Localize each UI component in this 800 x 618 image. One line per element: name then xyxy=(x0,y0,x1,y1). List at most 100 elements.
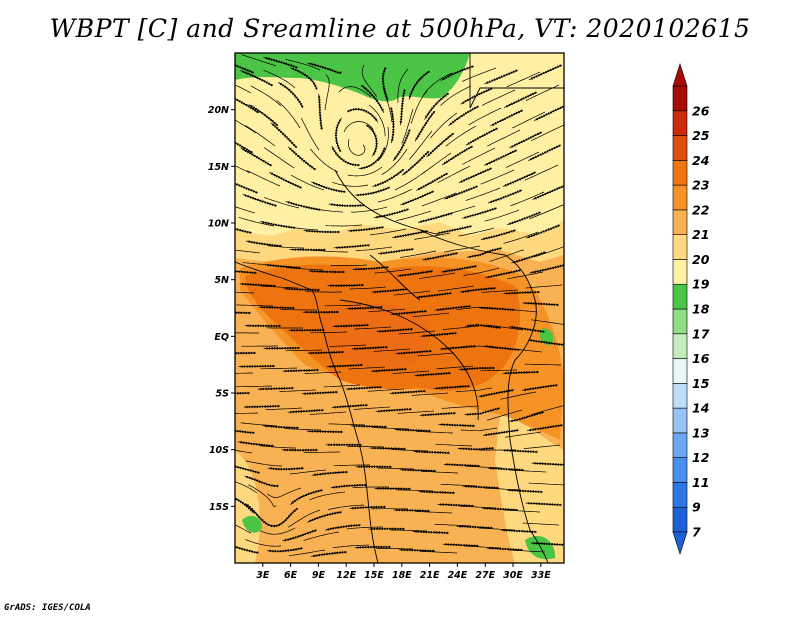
streamline xyxy=(309,411,347,415)
streamline xyxy=(530,405,564,416)
streamline xyxy=(485,268,522,279)
streamline xyxy=(373,208,410,219)
streamline xyxy=(349,286,387,290)
streamline xyxy=(395,349,433,355)
streamline xyxy=(464,406,501,416)
streamline xyxy=(523,444,561,449)
streamline xyxy=(235,428,256,435)
streamline xyxy=(408,70,431,100)
streamline xyxy=(332,323,370,328)
streamline xyxy=(327,283,365,288)
x-tick-label: 15E xyxy=(364,570,384,581)
streamline xyxy=(350,424,388,429)
streamline xyxy=(410,90,428,124)
streamline xyxy=(392,229,429,239)
streamline xyxy=(263,56,299,69)
streamline xyxy=(326,363,364,368)
streamline xyxy=(283,287,321,292)
streamline xyxy=(508,410,545,423)
streamline xyxy=(483,345,521,352)
streamline xyxy=(462,207,498,219)
streamline xyxy=(464,323,502,330)
streamline xyxy=(522,301,560,307)
streamline xyxy=(415,172,449,191)
streamline xyxy=(281,448,318,452)
streamline xyxy=(268,507,299,528)
streamline xyxy=(285,349,323,352)
streamline xyxy=(245,503,274,528)
colorbar-swatch xyxy=(672,209,688,235)
y-tick-label: 10S xyxy=(209,445,229,456)
streamline xyxy=(264,263,302,270)
streamline xyxy=(348,366,386,370)
streamline xyxy=(334,117,342,153)
streamline xyxy=(525,224,561,239)
colorbar-label: 17 xyxy=(692,326,710,341)
streamlines xyxy=(235,54,564,558)
streamline xyxy=(310,148,339,173)
streamline xyxy=(506,211,542,226)
streamline xyxy=(533,246,564,258)
streamline xyxy=(422,251,459,261)
x-tick-label: 30E xyxy=(503,570,523,581)
streamline xyxy=(420,331,458,338)
streamline xyxy=(511,251,547,264)
colorbar-label: 13 xyxy=(692,425,709,440)
streamline xyxy=(525,501,563,507)
streamline xyxy=(235,165,251,174)
colorbar-swatch xyxy=(672,506,688,533)
y-tick-label: 15N xyxy=(208,162,229,173)
streamline xyxy=(528,482,564,486)
streamline xyxy=(415,511,453,514)
streamline xyxy=(392,370,430,374)
colorbar-label: 25 xyxy=(692,128,710,143)
streamline xyxy=(265,407,303,410)
streamline xyxy=(397,68,409,103)
coastlines xyxy=(235,53,564,563)
streamline xyxy=(360,84,385,113)
streamline xyxy=(245,460,283,467)
colorbar-label: 26 xyxy=(692,103,710,118)
colorbar-swatch xyxy=(672,259,688,285)
streamline xyxy=(281,225,319,231)
streamline xyxy=(352,486,389,489)
streamline xyxy=(372,168,405,187)
streamline xyxy=(529,204,564,220)
streamline xyxy=(235,223,253,235)
streamline xyxy=(441,145,474,166)
colorbar-top-arrow xyxy=(672,63,688,87)
colorbar-swatch xyxy=(672,407,688,434)
streamline xyxy=(389,106,395,144)
streamline xyxy=(529,263,564,274)
x-tick-label: 24E xyxy=(448,570,468,581)
streamline xyxy=(524,164,559,181)
streamline xyxy=(331,403,369,409)
streamline xyxy=(399,468,437,473)
streamline xyxy=(332,544,370,549)
colorbar-bottom-arrow xyxy=(672,531,688,555)
streamline xyxy=(390,309,428,316)
streamline xyxy=(368,104,386,137)
streamline xyxy=(413,450,451,455)
streamline xyxy=(456,524,494,530)
streamline xyxy=(412,530,450,535)
streamline xyxy=(503,290,541,295)
streamline xyxy=(418,272,456,279)
y-tick-label: 20N xyxy=(208,105,229,116)
streamline xyxy=(457,446,495,451)
streamline xyxy=(310,331,348,334)
streamline xyxy=(459,286,497,294)
streamline xyxy=(389,389,427,395)
y-tick-label: EQ xyxy=(214,332,229,343)
streamline xyxy=(443,463,481,468)
streamline xyxy=(346,526,383,530)
colorbar-swatch xyxy=(672,482,688,508)
streamline xyxy=(420,551,458,554)
streamline xyxy=(311,470,349,477)
streamline xyxy=(242,193,278,208)
streamline xyxy=(527,339,564,347)
streamline xyxy=(289,469,327,475)
streamline xyxy=(436,224,473,235)
streamline xyxy=(417,352,455,357)
